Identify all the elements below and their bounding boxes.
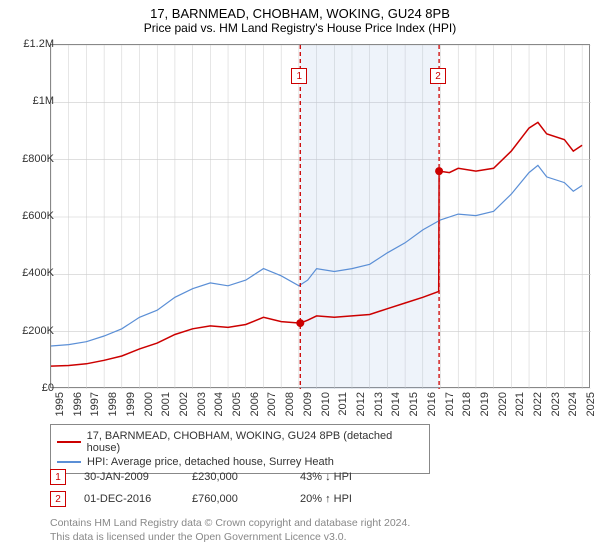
marker-chip: 1 [291,68,307,84]
attribution-line: This data is licensed under the Open Gov… [50,530,410,544]
x-tick-label: 2008 [284,392,296,416]
x-tick-label: 2021 [514,392,526,416]
x-tick-label: 2006 [249,392,261,416]
x-tick-label: 2002 [178,392,190,416]
x-tick-label: 2015 [408,392,420,416]
marker-price: £760,000 [192,493,282,505]
x-tick-label: 2017 [444,392,456,416]
y-tick-label: £0 [6,382,54,394]
y-tick-label: £200K [6,325,54,337]
x-tick-label: 2001 [160,392,172,416]
legend-swatch [57,461,81,463]
x-tick-label: 1998 [107,392,119,416]
x-tick-label: 1997 [89,392,101,416]
y-tick-label: £600K [6,210,54,222]
marker-price: £230,000 [192,471,282,483]
legend-label: 17, BARNMEAD, CHOBHAM, WOKING, GU24 8PB … [87,430,423,454]
y-tick-label: £400K [6,267,54,279]
chart-plot-area [50,44,590,388]
marker-number: 1 [55,472,61,483]
marker-row: 1 30-JAN-2009 £230,000 43% ↓ HPI [50,466,550,488]
x-tick-label: 2011 [337,392,349,416]
x-tick-label: 1995 [54,392,66,416]
marker-row: 2 01-DEC-2016 £760,000 20% ↑ HPI [50,488,550,510]
x-tick-label: 2022 [532,392,544,416]
attribution-text: Contains HM Land Registry data © Crown c… [50,516,410,544]
x-tick-label: 2003 [196,392,208,416]
x-tick-label: 2000 [143,392,155,416]
x-tick-label: 2025 [585,392,597,416]
marker-number: 2 [55,494,61,505]
marker-date: 30-JAN-2009 [84,471,174,483]
marker-delta: 20% ↑ HPI [300,493,390,505]
attribution-line: Contains HM Land Registry data © Crown c… [50,516,410,530]
chart-subtitle: Price paid vs. HM Land Registry's House … [0,21,600,39]
legend-row: 17, BARNMEAD, CHOBHAM, WOKING, GU24 8PB … [57,429,423,455]
marker-table: 1 30-JAN-2009 £230,000 43% ↓ HPI 2 01-DE… [50,466,550,510]
y-tick-label: £800K [6,153,54,165]
chart-svg [51,45,591,389]
x-tick-label: 2004 [213,392,225,416]
x-tick-label: 2016 [426,392,438,416]
chart-container: 17, BARNMEAD, CHOBHAM, WOKING, GU24 8PB … [0,0,600,560]
x-tick-label: 2007 [266,392,278,416]
x-tick-label: 2014 [390,392,402,416]
marker-number-box: 1 [50,469,66,485]
x-tick-label: 2010 [320,392,332,416]
x-tick-label: 2012 [355,392,367,416]
marker-number-box: 2 [50,491,66,507]
x-tick-label: 1999 [125,392,137,416]
chart-title: 17, BARNMEAD, CHOBHAM, WOKING, GU24 8PB [0,0,600,21]
x-tick-label: 1996 [72,392,84,416]
x-tick-label: 2023 [550,392,562,416]
x-tick-label: 2013 [373,392,385,416]
x-tick-label: 2020 [497,392,509,416]
x-tick-label: 2024 [567,392,579,416]
marker-chip: 2 [430,68,446,84]
x-tick-label: 2009 [302,392,314,416]
marker-delta: 43% ↓ HPI [300,471,390,483]
x-tick-label: 2005 [231,392,243,416]
legend-swatch [57,441,81,443]
x-tick-label: 2018 [461,392,473,416]
x-tick-label: 2019 [479,392,491,416]
y-tick-label: £1.2M [6,38,54,50]
marker-date: 01-DEC-2016 [84,493,174,505]
y-tick-label: £1M [6,95,54,107]
